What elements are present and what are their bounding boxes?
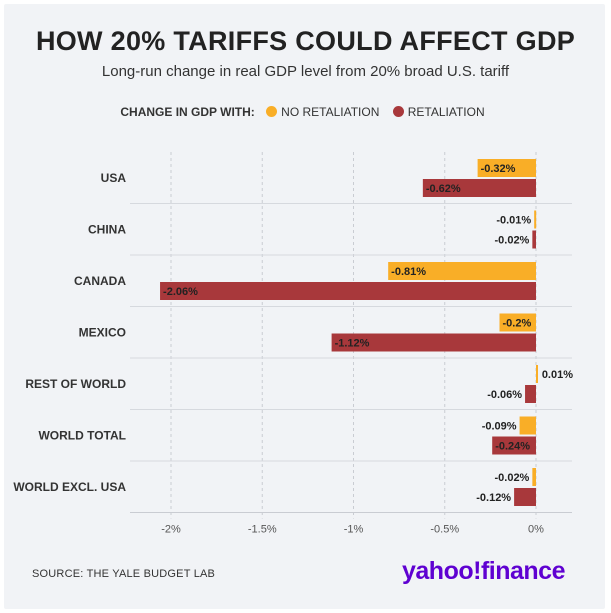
x-tick-label: -1.5% — [248, 524, 277, 536]
bar-no-retaliation — [532, 468, 536, 486]
bar-no-retaliation — [534, 210, 537, 229]
legend-swatch-no-retaliation — [266, 106, 278, 117]
x-tick-label: -2% — [161, 524, 181, 536]
data-label: -0.01% — [496, 215, 531, 227]
data-label: -0.32% — [481, 163, 516, 175]
legend-lead: CHANGE IN GDP WITH: — [120, 105, 255, 119]
bar-no-retaliation — [519, 416, 536, 435]
yahoo-finance-logo: yahoo!finance — [402, 557, 565, 585]
data-label: -1.12% — [335, 338, 370, 350]
data-label: -0.2% — [503, 318, 532, 330]
bar-retaliation — [514, 488, 536, 506]
x-tick-label: 0% — [528, 524, 544, 536]
bar-no-retaliation — [499, 313, 536, 332]
bar-retaliation — [160, 282, 537, 300]
category-label: WORLD TOTAL — [38, 428, 126, 442]
category-label: USA — [101, 171, 127, 185]
bar-retaliation — [525, 385, 536, 403]
legend-item-retaliation: RETALIATION — [407, 105, 485, 119]
legend: CHANGE IN GDP WITH: NO RETALIATION RETAL… — [0, 105, 611, 119]
bars — [160, 159, 538, 506]
data-label: -0.02% — [494, 235, 529, 247]
data-label: -0.09% — [482, 421, 517, 433]
category-label: CANADA — [74, 274, 126, 288]
data-label: -0.62% — [426, 183, 461, 195]
data-label: -0.12% — [476, 492, 511, 504]
category-label: MEXICO — [79, 325, 126, 339]
data-label: 0.01% — [542, 369, 573, 381]
data-label: -2.06% — [163, 286, 198, 298]
data-label: -0.24% — [495, 441, 530, 453]
x-tick-label: -0.5% — [430, 524, 459, 536]
bar-retaliation — [422, 179, 536, 197]
chart-title: HOW 20% TARIFFS COULD AFFECT GDP — [35, 26, 576, 56]
bar-retaliation — [331, 333, 536, 352]
data-label: -0.81% — [391, 266, 426, 278]
bar-retaliation — [532, 230, 536, 249]
category-label: WORLD EXCL. USA — [13, 480, 126, 494]
source-note: SOURCE: THE YALE BUDGET LAB — [32, 568, 216, 580]
legend-swatch-retaliation — [392, 106, 404, 117]
labels: -2% -1.5% -1% -0.5% 0% USA -0.32% -0.62% CHINA -0… — [13, 163, 573, 536]
legend-item-no-retaliation: NO RETALIATION — [281, 105, 380, 119]
data-label: -0.02% — [494, 472, 529, 484]
bar-no-retaliation — [388, 262, 536, 280]
x-tick-label: -1% — [344, 524, 364, 536]
chart-subtitle: Long-run change in real GDP level from 2… — [101, 63, 510, 80]
category-label: CHINA — [88, 222, 126, 236]
bar-no-retaliation — [536, 365, 538, 383]
data-label: -0.06% — [487, 389, 522, 401]
bar-retaliation — [492, 436, 536, 455]
category-label: REST OF WORLD — [25, 377, 126, 391]
bar-no-retaliation — [477, 159, 536, 177]
